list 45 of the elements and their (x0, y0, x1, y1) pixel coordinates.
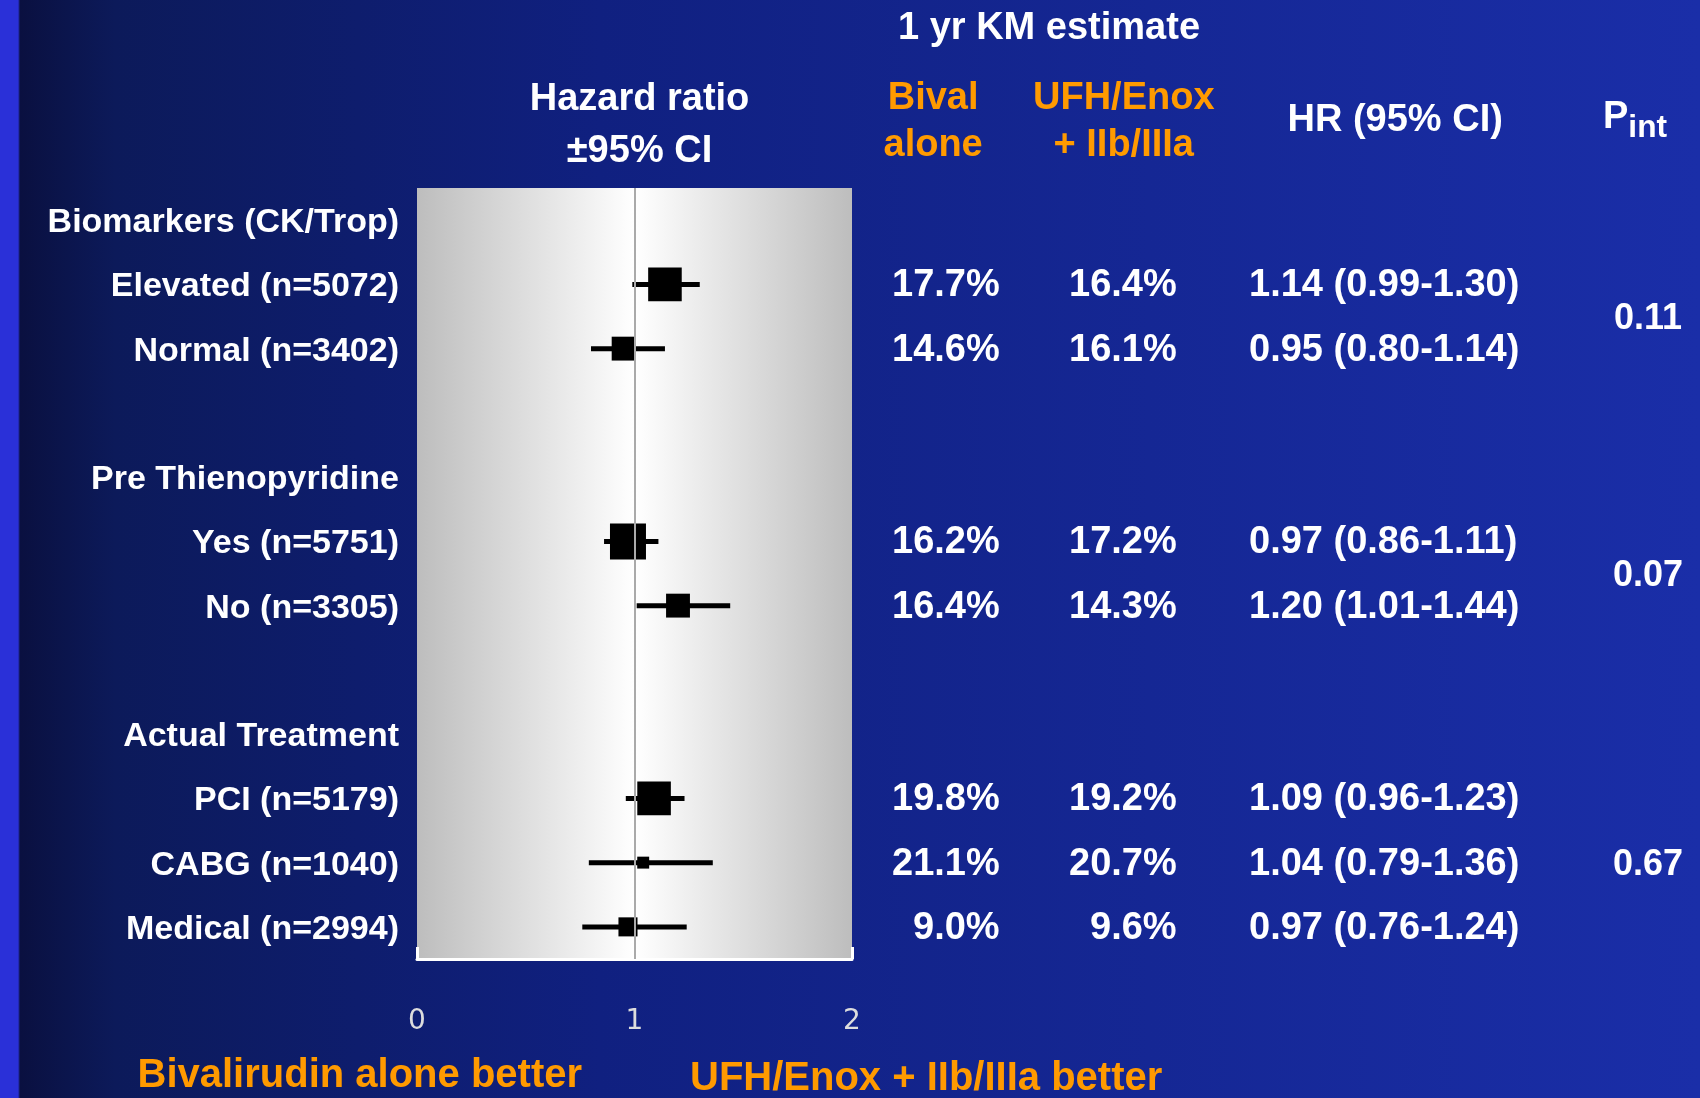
text: 17.2% (1069, 518, 1177, 564)
text: Bivalirudin alone better (137, 1050, 583, 1097)
text: 16.2% (892, 518, 1000, 564)
text: 16.1% (1069, 325, 1177, 371)
text: 16.4% (1069, 261, 1177, 307)
text: 19.8% (892, 775, 1000, 821)
y-tick-label: Normal (n=3402) (133, 329, 399, 368)
y-tick-label: Biomarkers (CK/Trop) (47, 201, 399, 240)
text: 9.6% (1090, 903, 1177, 949)
text: 17.7% (892, 261, 1000, 307)
text: 21.1% (892, 839, 1000, 885)
text: UFH/Enox + IIb/IIIa better (690, 1053, 1163, 1098)
text: 9.0% (913, 903, 1000, 949)
text: HR (95% CI) (1287, 96, 1503, 141)
x-tick-label: 1 (625, 1002, 644, 1036)
text: 1 yr KM estimate (898, 4, 1201, 49)
text: P$_{int}$ (1603, 93, 1668, 146)
y-tick-label: Pre Thienopyridine (91, 458, 399, 497)
text: 14.3% (1069, 582, 1177, 628)
data-label: 0.97 (0.76-1.24) (1249, 903, 1520, 949)
y-tick-label: CABG (n=1040) (150, 843, 399, 882)
text: 16.4% (892, 582, 1000, 628)
data-label: 0.97 (0.86-1.11) (1249, 518, 1518, 564)
text: 0.11 (1614, 295, 1683, 339)
data-label: 1.04 (0.79-1.36) (1249, 839, 1520, 885)
y-tick-label: Elevated (n=5072) (110, 265, 399, 304)
text: UFH/Enox + IIb/IIIa (1033, 73, 1215, 166)
y-tick-label: Actual Treatment (123, 715, 399, 754)
y-tick-label: Yes (n=5751) (192, 522, 399, 561)
data-label: 1.14 (0.99-1.30) (1249, 261, 1520, 307)
text: Bival alone (883, 73, 983, 166)
text: 19.2% (1069, 775, 1177, 821)
data-label: 0.95 (0.80-1.14) (1249, 325, 1520, 371)
x-tick-label: 0 (408, 1002, 426, 1036)
y-tick-label: No (n=3305) (205, 586, 399, 625)
x-tick-label: 2 (843, 1002, 861, 1036)
y-tick-label: PCI (n=5179) (193, 779, 399, 818)
chart-title: Hazard ratio ±95% CI (529, 76, 750, 170)
data-label: 1.20 (1.01-1.44) (1249, 582, 1520, 628)
text: 0.07 (1613, 552, 1684, 596)
text: 0.67 (1613, 841, 1684, 886)
text: 14.6% (892, 325, 1000, 371)
data-label: 1.09 (0.96-1.23) (1249, 775, 1520, 821)
text: 20.7% (1069, 839, 1177, 885)
y-tick-label: Medical (n=2994) (125, 907, 399, 946)
